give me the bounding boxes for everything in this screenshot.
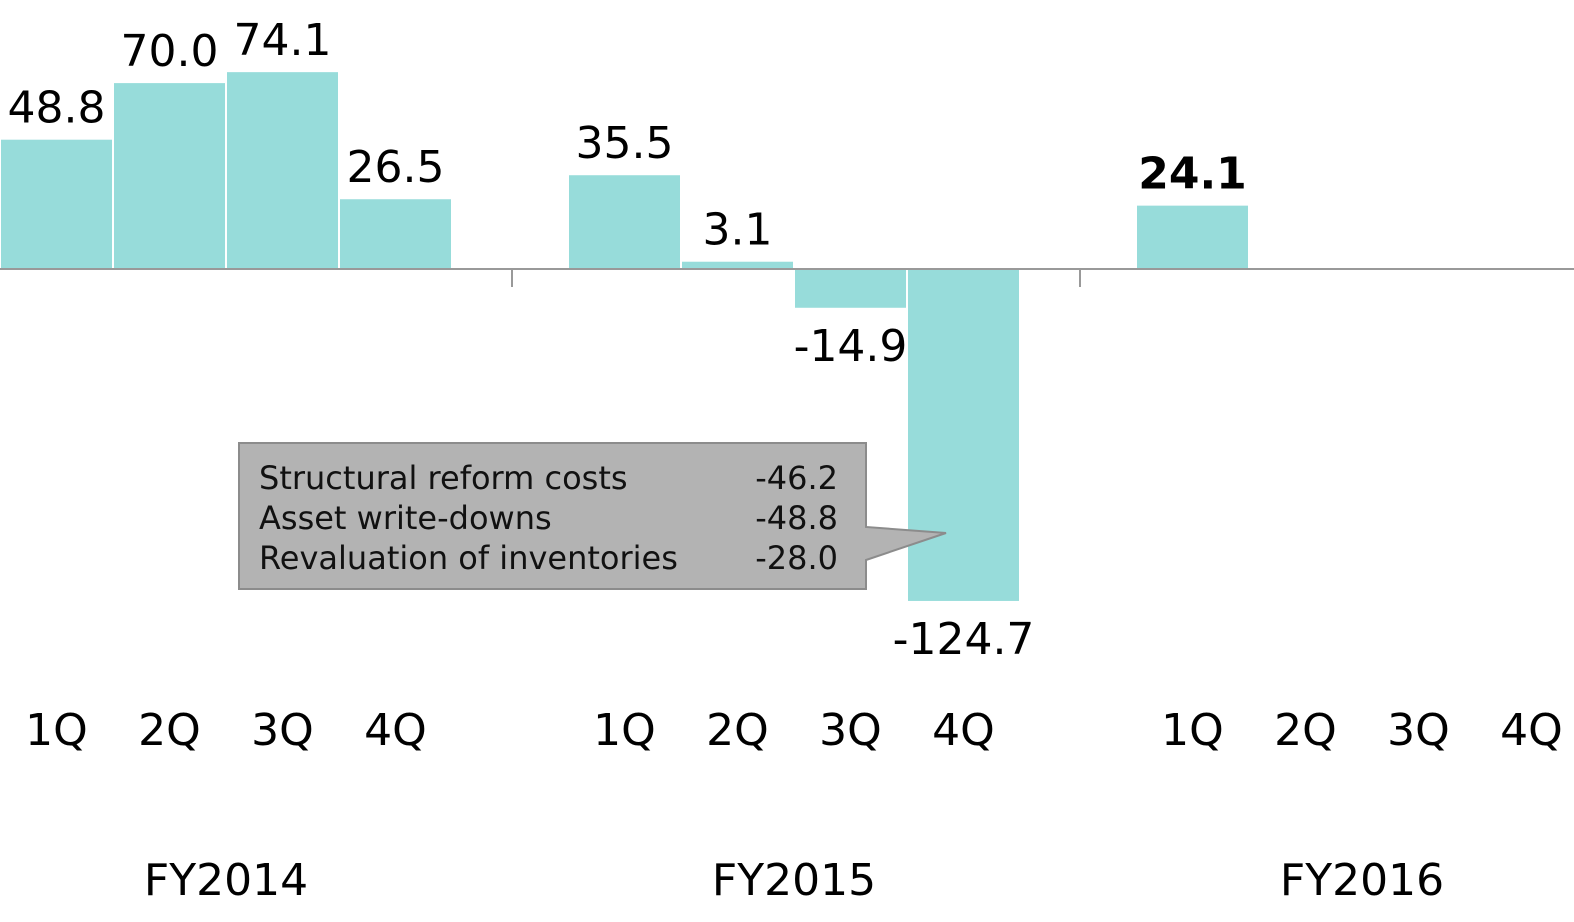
- callout-row-1-value: -46.2: [755, 459, 838, 497]
- quarter-label-fy2014-1q: 1Q: [25, 705, 88, 756]
- bar-fy2015-3q: [793, 268, 908, 310]
- bar-fy2014-2q: [112, 81, 227, 270]
- quarter-label-fy2016-2q: 2Q: [1274, 705, 1337, 756]
- quarter-label-fy2014-2q: 2Q: [138, 705, 201, 756]
- value-label-fy2016-1q: 24.1: [1138, 149, 1247, 200]
- quarter-label-fy2014-3q: 3Q: [251, 705, 314, 756]
- value-label-fy2014-4q: 26.5: [347, 142, 445, 193]
- callout-shape: [238, 442, 947, 590]
- year-separator-ticks: [511, 269, 1081, 287]
- fiscal-year-labels-layer: FY2014 FY2015 FY2016: [144, 855, 1444, 906]
- bar-fy2014-3q: [225, 70, 340, 270]
- quarter-labels-layer: 1Q 2Q 3Q 4Q 1Q 2Q 3Q 4Q 1Q 2Q 3Q 4Q: [25, 705, 1563, 756]
- callout-row-3-value: -28.0: [755, 539, 838, 577]
- quarter-label-fy2015-2q: 2Q: [706, 705, 769, 756]
- quarter-label-fy2015-1q: 1Q: [593, 705, 656, 756]
- quarter-label-fy2016-1q: 1Q: [1161, 705, 1224, 756]
- bar-fy2015-2q: [680, 259, 795, 270]
- callout-row-2-label: Asset write-downs: [259, 499, 552, 537]
- value-label-fy2015-3q: -14.9: [794, 321, 908, 372]
- fiscal-year-label-fy2014: FY2014: [144, 855, 308, 906]
- callout-box: Structural reform costs -46.2 Asset writ…: [238, 442, 947, 590]
- value-labels-layer: 48.8 70.0 74.1 26.5 35.5 3.1 -14.9 -124.7 24.1: [8, 15, 1247, 665]
- value-label-fy2014-1q: 48.8: [8, 83, 106, 134]
- quarter-label-fy2015-4q: 4Q: [932, 705, 995, 756]
- quarter-label-fy2015-3q: 3Q: [819, 705, 882, 756]
- quarter-label-fy2016-3q: 3Q: [1387, 705, 1450, 756]
- value-label-fy2015-1q: 35.5: [576, 118, 674, 169]
- bar-fy2016-1q: [1135, 203, 1250, 270]
- callout-row-1-label: Structural reform costs: [259, 459, 628, 497]
- callout-row-2-value: -48.8: [755, 499, 838, 537]
- bar-fy2015-1q: [567, 173, 682, 270]
- fiscal-year-label-fy2015: FY2015: [712, 855, 876, 906]
- value-label-fy2015-2q: 3.1: [703, 205, 773, 256]
- quarter-label-fy2014-4q: 4Q: [364, 705, 427, 756]
- bar-fy2014-1q: [0, 137, 114, 270]
- quarter-label-fy2016-4q: 4Q: [1500, 705, 1563, 756]
- fiscal-year-label-fy2016: FY2016: [1280, 855, 1444, 906]
- value-label-fy2015-4q: -124.7: [893, 614, 1035, 665]
- bar-fy2015-4q: [906, 268, 1021, 603]
- bar-fy2014-4q: [338, 197, 453, 270]
- value-label-fy2014-2q: 70.0: [121, 26, 219, 77]
- value-label-fy2014-3q: 74.1: [234, 15, 332, 66]
- callout-row-3-label: Revaluation of inventories: [259, 539, 678, 577]
